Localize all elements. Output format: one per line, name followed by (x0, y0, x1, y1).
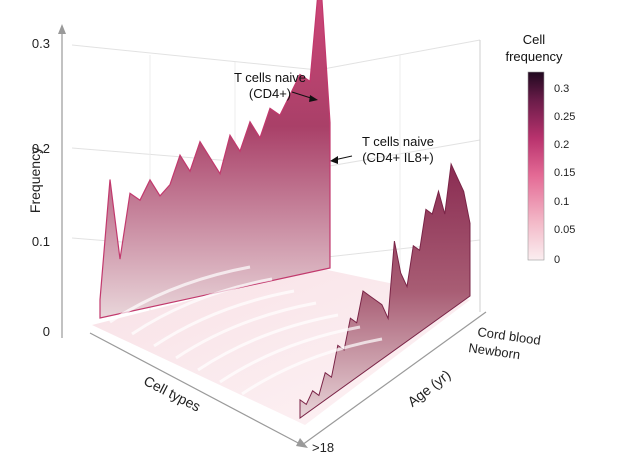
colorbar: Cell frequency 0.3 0.25 0.2 0.15 0.1 0.0… (505, 32, 575, 266)
colorbar-tick: 0.2 (554, 139, 569, 151)
colorbar-tick: 0 (554, 254, 560, 266)
annotation-arrowhead (330, 156, 338, 164)
colorbar-title: Cell (523, 32, 546, 47)
x-axis-label: Cell types (141, 372, 203, 414)
floor-streak (175, 301, 317, 360)
x-axis-line (89, 332, 303, 446)
floor-texture (109, 265, 383, 396)
colorbar-tick: 0.15 (554, 167, 575, 179)
y-axis-arrow (58, 24, 66, 34)
grid-line (317, 39, 481, 71)
y-tick-label: 0.3 (32, 36, 50, 51)
front-ridge-surface (299, 162, 471, 419)
annotation-line: (CD4+ IL8+) (362, 150, 434, 165)
age-tick-label: Newborn (468, 340, 522, 362)
y-tick-label: 0.1 (32, 234, 50, 249)
y-tick-label: 0.2 (32, 141, 50, 156)
floor-streak (153, 289, 295, 348)
y-ticks: 0 0.1 0.2 0.3 (32, 36, 50, 339)
annotation-line: (CD4+) (249, 86, 291, 101)
annotation-arrowhead (309, 95, 318, 102)
floor-streak (109, 265, 251, 324)
colorbar-tick: 0.05 (554, 224, 575, 236)
colorbar-gradient (527, 71, 545, 261)
y-tick-label: 0 (43, 324, 50, 339)
floor-streak (131, 277, 273, 336)
age-axis-label: Age (yr) (404, 366, 453, 409)
annotation-cd4-il8: T cells naive (CD4+ IL8+) (330, 134, 434, 165)
annotation-line: T cells naive (362, 134, 434, 149)
annotation-cd4: T cells naive (CD4+) (234, 70, 318, 102)
age-axis-line (301, 311, 487, 446)
colorbar-title: frequency (505, 49, 563, 64)
colorbar-tick: 0.3 (554, 83, 569, 95)
age-tick-label: >18 (312, 440, 334, 455)
floor-streak (197, 313, 339, 372)
annotation-line: T cells naive (234, 70, 306, 85)
colorbar-tick: 0.1 (554, 196, 569, 208)
grid-line (71, 44, 319, 71)
surface-layer (92, 0, 471, 425)
back-ridge-surface (99, 0, 331, 319)
y-axis-label: Frequency (27, 147, 43, 213)
x-axis-arrow (296, 438, 308, 448)
floor-streak (219, 325, 361, 384)
floor-streak (241, 337, 383, 396)
colorbar-tick: 0.25 (554, 111, 575, 123)
grid-line (317, 139, 481, 169)
